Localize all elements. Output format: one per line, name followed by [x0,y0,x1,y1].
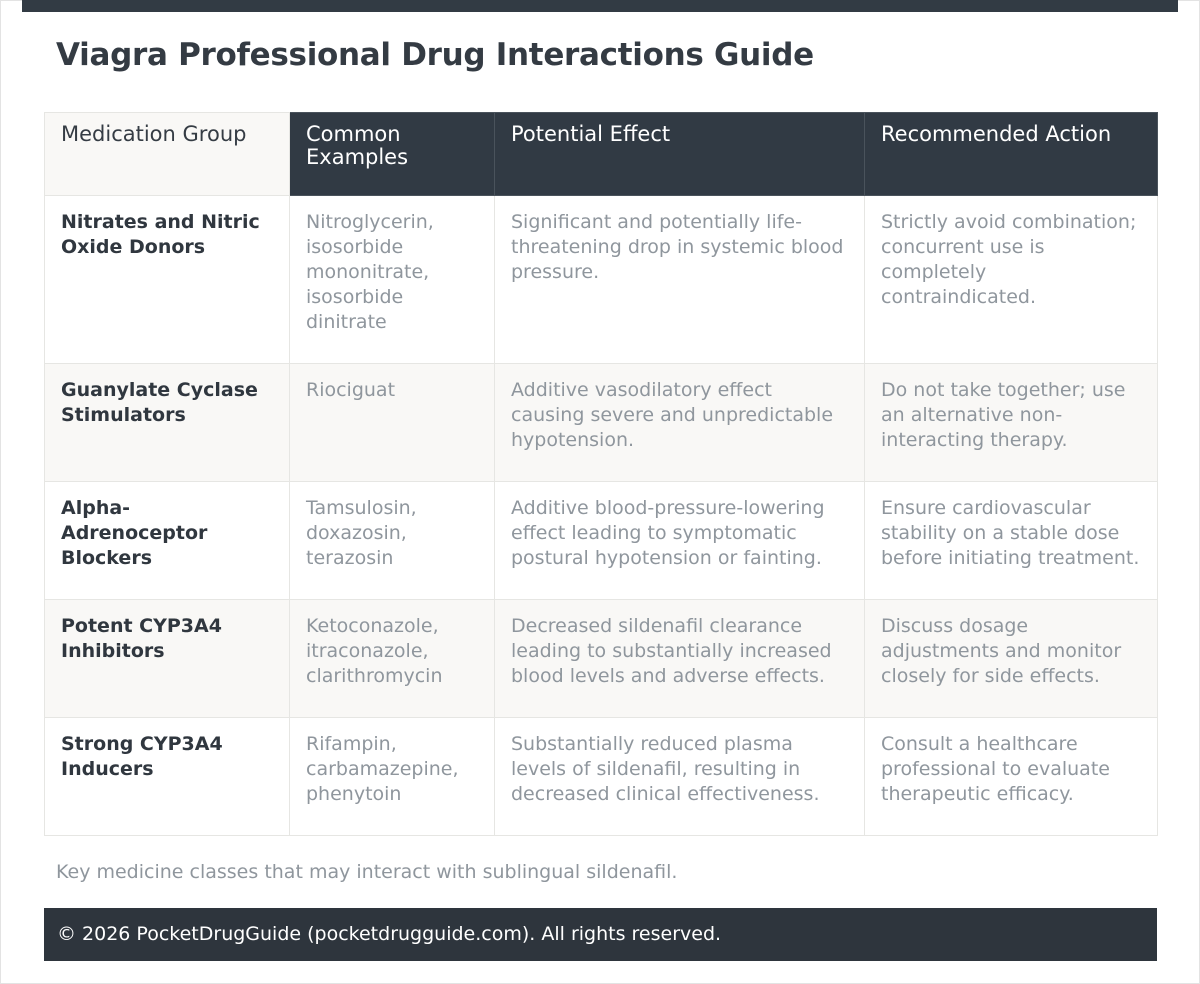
column-header-common-examples: Common Examples [289,112,495,196]
common-examples-cell: Nitroglycerin, isosorbide mononitrate, i… [289,195,495,364]
table-row: Strong CYP3A4 Inducers Rifampin, carbama… [44,717,1158,836]
recommended-action-cell: Consult a healthcare professional to eva… [864,717,1158,836]
column-header-potential-effect: Potential Effect [494,112,865,196]
medication-group-cell: Guanylate Cyclase Stimulators [44,363,290,482]
column-header-recommended-action: Recommended Action [864,112,1158,196]
table-caption: Key medicine classes that may interact w… [56,861,678,883]
common-examples-cell: Rifampin, carbamazepine, phenytoin [289,717,495,836]
table-row: Guanylate Cyclase Stimulators Riociguat … [44,363,1158,482]
medication-group-cell: Alpha-Adrenoceptor Blockers [44,481,290,600]
medication-group-cell: Strong CYP3A4 Inducers [44,717,290,836]
recommended-action-cell: Discuss dosage adjustments and monitor c… [864,599,1158,718]
footer-bar: © 2026 PocketDrugGuide (pocketdrugguide.… [44,908,1157,961]
recommended-action-cell: Do not take together; use an alternative… [864,363,1158,482]
potential-effect-cell: Additive blood-pressure-lowering effect … [494,481,865,600]
page-title: Viagra Professional Drug Interactions Gu… [56,37,814,73]
table-header-row: Medication Group Common Examples Potenti… [44,112,1158,196]
potential-effect-cell: Substantially reduced plasma levels of s… [494,717,865,836]
table-row: Potent CYP3A4 Inhibitors Ketoconazole, i… [44,599,1158,718]
potential-effect-cell: Decreased sildenafil clearance leading t… [494,599,865,718]
table-row: Nitrates and Nitric Oxide Donors Nitrogl… [44,195,1158,364]
common-examples-cell: Riociguat [289,363,495,482]
top-accent-bar [22,0,1178,12]
common-examples-cell: Tamsulosin, doxazosin, terazosin [289,481,495,600]
interactions-table: Medication Group Common Examples Potenti… [44,112,1158,836]
column-header-medication-group: Medication Group [44,112,290,196]
potential-effect-cell: Additive vasodilatory effect causing sev… [494,363,865,482]
table-row: Alpha-Adrenoceptor Blockers Tamsulosin, … [44,481,1158,600]
medication-group-cell: Nitrates and Nitric Oxide Donors [44,195,290,364]
recommended-action-cell: Strictly avoid combination; concurrent u… [864,195,1158,364]
potential-effect-cell: Significant and potentially life-threate… [494,195,865,364]
common-examples-cell: Ketoconazole, itraconazole, clarithromyc… [289,599,495,718]
recommended-action-cell: Ensure cardiovascular stability on a sta… [864,481,1158,600]
medication-group-cell: Potent CYP3A4 Inhibitors [44,599,290,718]
copyright-text: © 2026 PocketDrugGuide (pocketdrugguide.… [57,923,722,945]
